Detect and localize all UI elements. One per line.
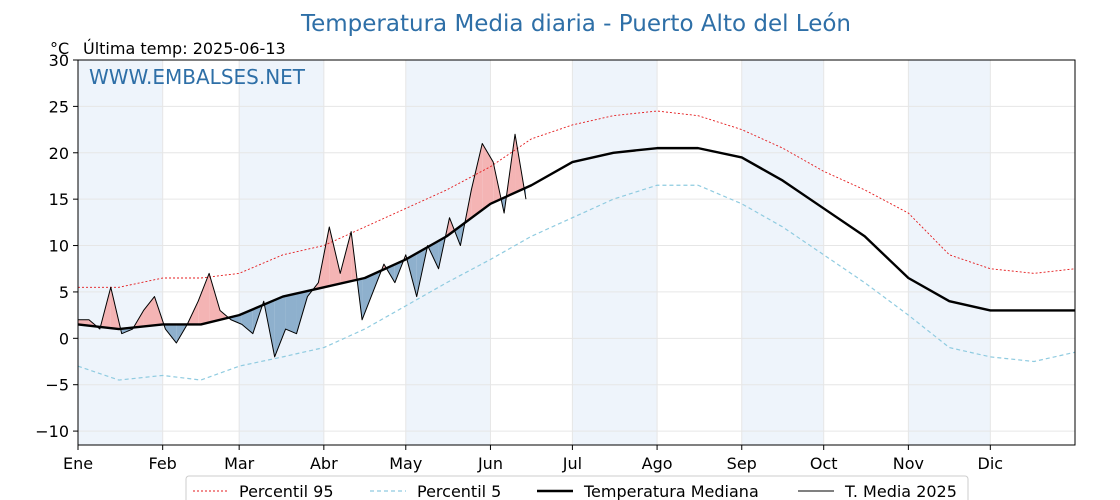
y-axis-ticks: 30 25 20 15 10 5 0 −5 −10 bbox=[35, 51, 78, 441]
x-tick-label: Sep bbox=[727, 454, 757, 473]
anomaly-fill bbox=[471, 143, 483, 219]
series-line-media-2025 bbox=[78, 133, 527, 358]
y-tick-label: 30 bbox=[49, 51, 69, 70]
x-tick-label: May bbox=[389, 454, 422, 473]
x-tick-label: Nov bbox=[893, 454, 924, 473]
series-line-percentil-5 bbox=[77, 184, 1076, 381]
anomaly-fill bbox=[274, 295, 286, 357]
x-tick-label: Mar bbox=[224, 454, 255, 473]
x-tick-label: Abr bbox=[310, 454, 338, 473]
y-tick-label: −5 bbox=[45, 376, 69, 395]
anomaly-fill bbox=[143, 296, 155, 327]
y-tick-label: 15 bbox=[49, 190, 69, 209]
y-tick-label: 0 bbox=[59, 329, 69, 348]
legend-median-label: Temperatura Mediana bbox=[583, 482, 759, 500]
month-band-sep bbox=[741, 60, 824, 445]
month-band-mar bbox=[239, 60, 324, 445]
unit-label: °C bbox=[50, 39, 69, 58]
anomaly-fill bbox=[165, 324, 177, 343]
anomaly-fill bbox=[241, 309, 253, 334]
y-tick-label: 5 bbox=[59, 283, 69, 302]
y-tick-label: 25 bbox=[49, 97, 69, 116]
chart-title: Temperatura Media diaria - Puerto Alto d… bbox=[300, 11, 851, 37]
x-tick-label: Feb bbox=[149, 454, 177, 473]
legend-current-label: T. Media 2025 bbox=[844, 482, 957, 500]
anomaly-fill bbox=[362, 274, 374, 320]
series-lines bbox=[77, 110, 1076, 381]
month-band-ene bbox=[78, 60, 163, 445]
x-axis-ticks: Ene Feb Mar Abr May Jun Jul Ago Sep Oct Nov Dic bbox=[63, 445, 1003, 473]
anomaly-fill bbox=[285, 293, 297, 334]
x-tick-label: Jul bbox=[562, 454, 582, 473]
anomaly-fill bbox=[340, 231, 352, 284]
legend-p95-label: Percentil 95 bbox=[239, 482, 334, 500]
series-line-percentil-95 bbox=[78, 110, 1076, 288]
x-tick-label: Oct bbox=[810, 454, 838, 473]
last-temp-label: Última temp: 2025-06-13 bbox=[83, 39, 286, 58]
series-line-mediana bbox=[77, 146, 1075, 331]
y-tick-label: 10 bbox=[49, 237, 69, 256]
anomaly-fill bbox=[198, 273, 210, 325]
plot-frame bbox=[77, 59, 1076, 446]
legend-box bbox=[185, 475, 969, 500]
anomaly-fill bbox=[428, 240, 439, 269]
month-bands bbox=[78, 60, 991, 445]
x-tick-label: Jun bbox=[477, 454, 503, 473]
y-tick-label: −10 bbox=[35, 422, 69, 441]
legend: Percentil 95 Percentil 5 Temperatura Med… bbox=[185, 475, 969, 500]
month-band-jul bbox=[572, 60, 658, 445]
anomaly-fill bbox=[209, 273, 221, 323]
anomaly-fill bbox=[482, 143, 494, 210]
y-tick-label: 20 bbox=[49, 144, 69, 163]
watermark: WWW.EMBALSES.NET bbox=[89, 65, 306, 89]
x-tick-label: Dic bbox=[978, 454, 1004, 473]
x-tick-label: Ene bbox=[63, 454, 93, 473]
x-tick-label: Ago bbox=[642, 454, 673, 473]
month-band-nov bbox=[908, 60, 991, 445]
legend-p5-label: Percentil 5 bbox=[417, 482, 501, 500]
